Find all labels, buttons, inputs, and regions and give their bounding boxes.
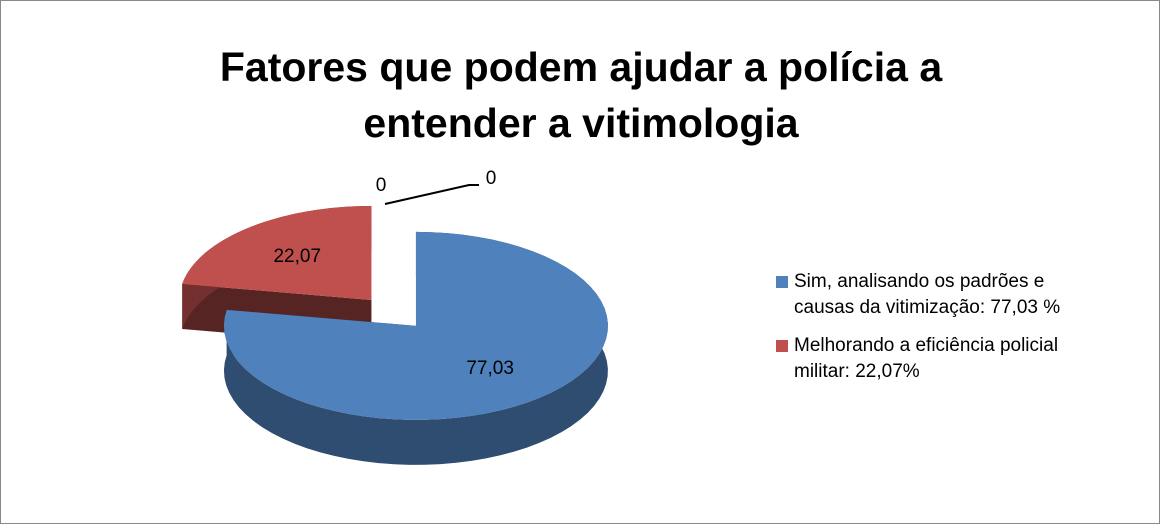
chart-title: Fatores que podem ajudar a polícia a ent…: [219, 44, 943, 146]
legend-label: Melhorando a eficiência policial militar…: [794, 335, 1059, 382]
legend-label: Sim, analisando os padrões e causas da v…: [794, 271, 1061, 318]
legend-swatch: [776, 276, 788, 288]
slice-top: [182, 205, 372, 300]
pie-slice: [223, 231, 608, 465]
legend-swatch: [776, 340, 788, 352]
leader-line: [384, 184, 479, 205]
legend: Sim, analisando os padrões e causas da v…: [776, 269, 1106, 397]
legend-item: Melhorando a eficiência policial militar…: [776, 333, 1106, 385]
data-label: 0: [376, 175, 387, 196]
slice-top: [223, 231, 608, 420]
data-label: 22,07: [273, 246, 321, 267]
data-label: 77,03: [466, 358, 514, 379]
data-label: 0: [486, 168, 497, 189]
legend-item: Sim, analisando os padrões e causas da v…: [776, 269, 1106, 321]
